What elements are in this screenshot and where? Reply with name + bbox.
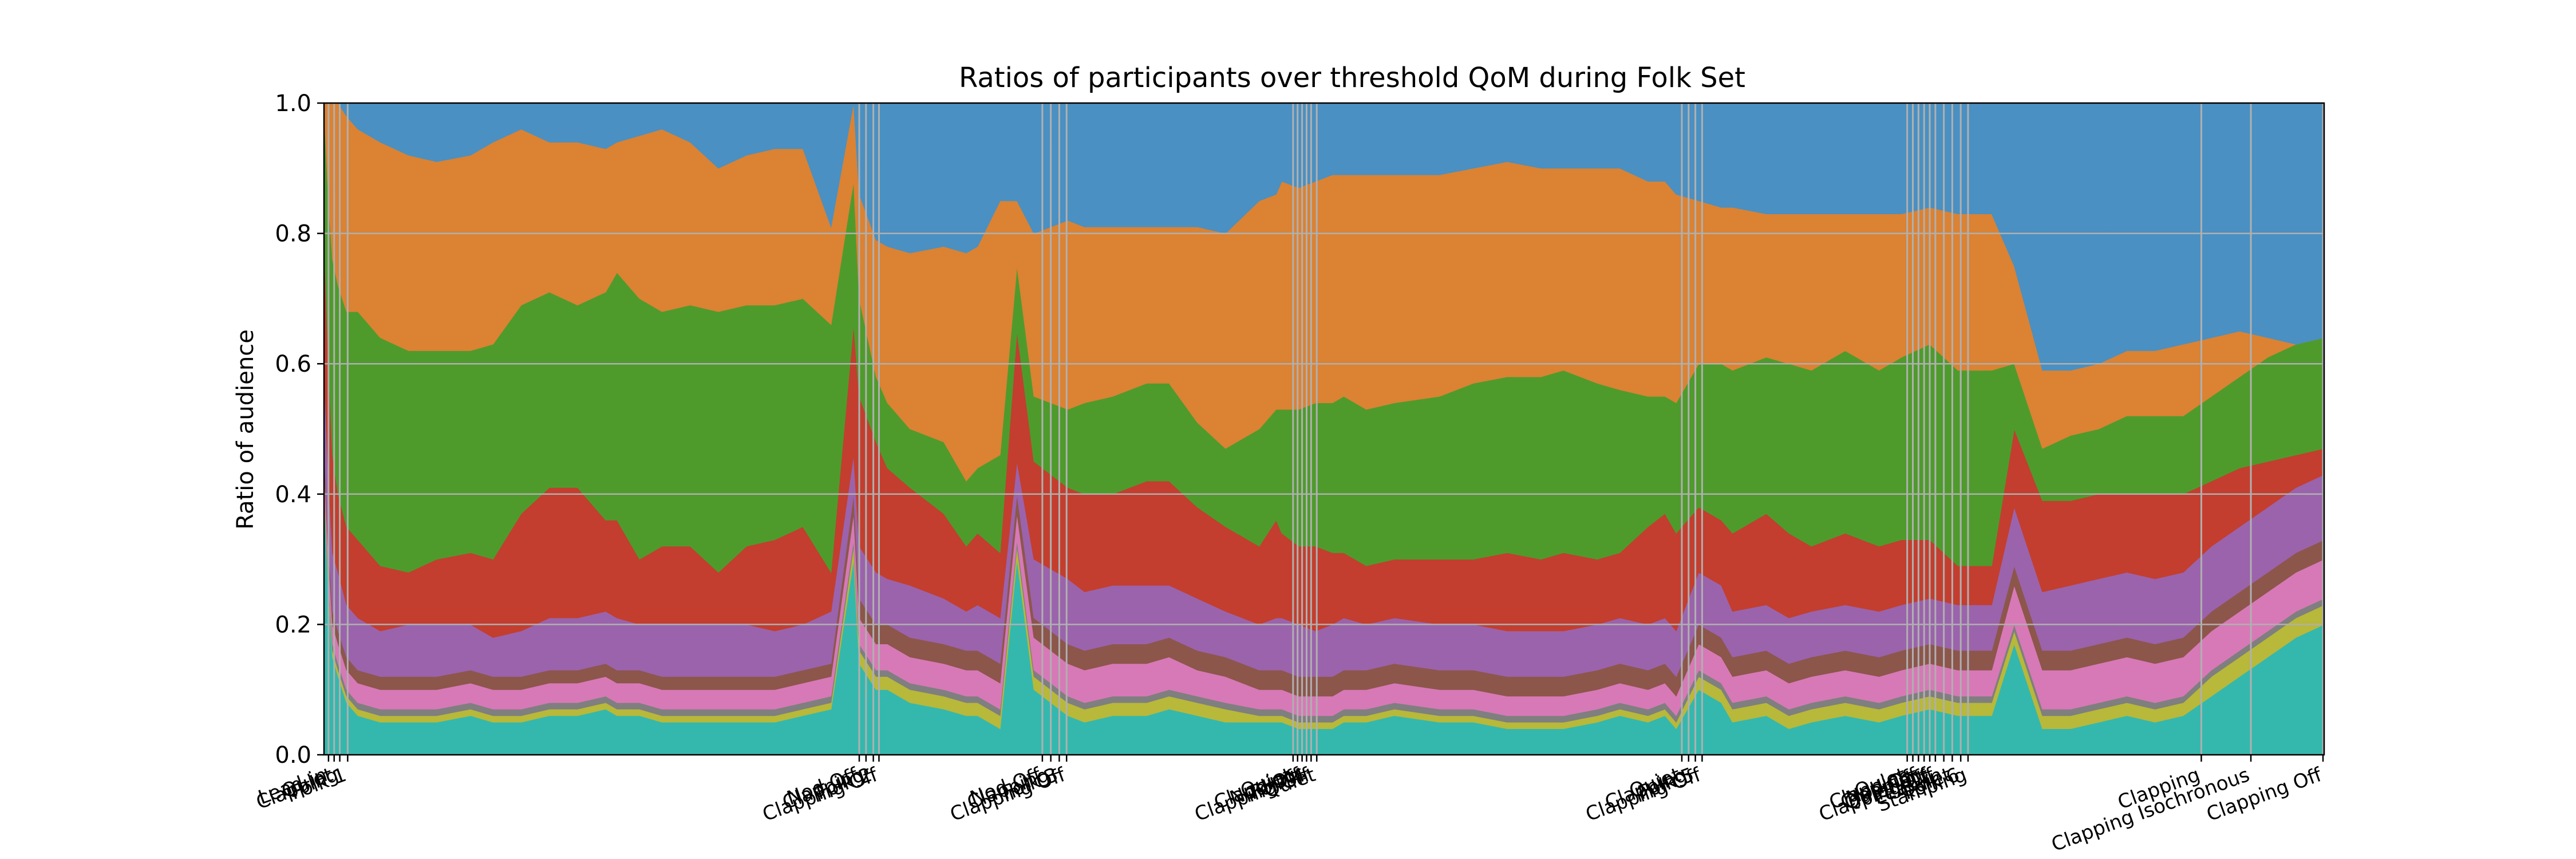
- y-tick-label: 0.0: [275, 742, 311, 769]
- y-axis-ticks: 0.0 0.2 0.4 0.6 0.8 1.0: [275, 90, 324, 769]
- plot-frame: [323, 102, 2325, 756]
- y-tick-label: 0.4: [275, 482, 311, 508]
- y-tick-label: 0.8: [275, 221, 311, 247]
- event-lines: [327, 103, 2324, 755]
- y-tick-label: 0.2: [275, 612, 311, 638]
- series-layer: [323, 103, 2325, 755]
- y-tick-label: 1.0: [275, 90, 311, 117]
- y-axis-label: Ratio of audience: [232, 329, 259, 530]
- chart-title: Ratios of participants over threshold Qo…: [959, 62, 1745, 94]
- y-tick-label: 0.6: [275, 351, 311, 377]
